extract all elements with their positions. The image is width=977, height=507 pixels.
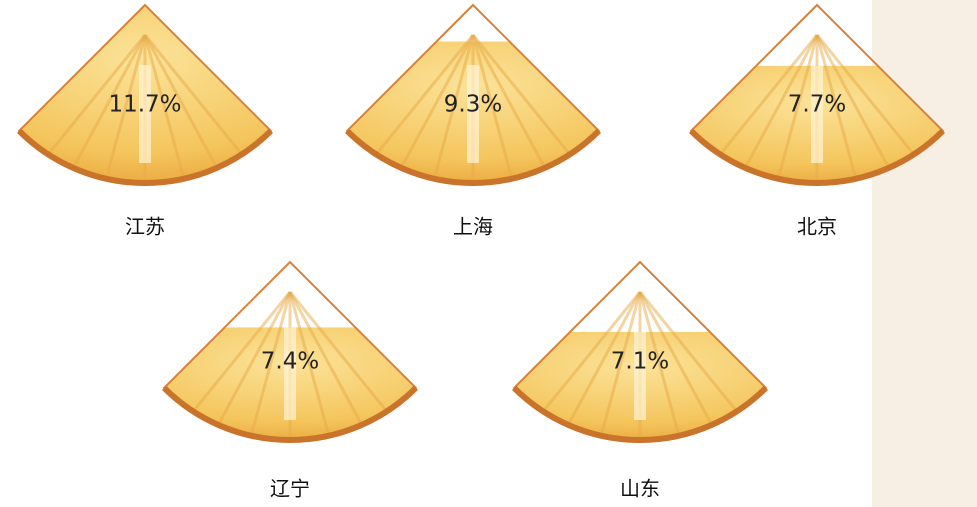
rind <box>512 385 768 443</box>
fruit-streak <box>288 291 332 440</box>
fruit-streak <box>775 34 819 183</box>
category-label: 上海 <box>453 215 493 239</box>
value-label: 7.4% <box>261 349 319 375</box>
fruit-streak <box>471 34 555 183</box>
fruit-streak <box>143 34 187 183</box>
rind <box>345 128 601 186</box>
fruit-streak <box>471 34 515 183</box>
category-label: 江苏 <box>125 215 165 239</box>
fruit-streak <box>638 291 722 440</box>
fruit-streak <box>815 34 859 183</box>
category-label: 辽宁 <box>270 477 310 501</box>
category-label: 北京 <box>797 215 837 239</box>
core <box>634 331 646 420</box>
fruit-streak <box>598 291 642 440</box>
fruit-streak <box>208 291 292 440</box>
fruit-streak <box>558 291 642 440</box>
value-label: 7.7% <box>788 92 846 118</box>
rind <box>17 128 273 186</box>
category-label: 山东 <box>620 477 660 501</box>
fruit-streak <box>638 291 682 440</box>
fruit-streak <box>815 34 899 183</box>
value-label: 9.3% <box>444 92 502 118</box>
rind <box>689 128 945 186</box>
value-label: 11.7% <box>108 92 181 118</box>
core <box>284 327 296 420</box>
value-label: 7.1% <box>611 349 669 375</box>
fruit-streak <box>143 34 227 183</box>
fruit-streak <box>248 291 292 440</box>
fruit-streak <box>391 34 475 183</box>
fruit-streak <box>63 34 147 183</box>
core <box>811 65 823 163</box>
rind <box>162 385 418 443</box>
core <box>139 65 151 163</box>
fruit-streak <box>735 34 819 183</box>
fruit-streak <box>103 34 147 183</box>
fruit-streak <box>288 291 372 440</box>
fruit-streak <box>431 34 475 183</box>
core <box>467 65 479 163</box>
